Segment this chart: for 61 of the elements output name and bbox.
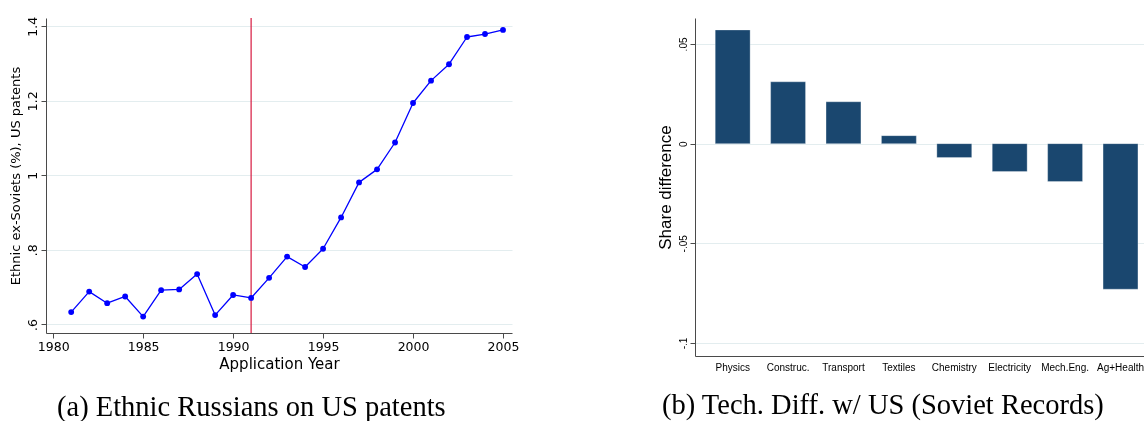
bar: [936, 143, 973, 158]
point: [212, 312, 219, 319]
x-tick-label: 1985: [127, 338, 160, 354]
text: (b) Tech. Diff. w/ US (Soviet Records): [662, 389, 1104, 421]
x-tick-label: Chemistry: [931, 361, 977, 373]
bar: [714, 29, 751, 144]
y-tick-label: -.05: [677, 234, 689, 253]
point: [464, 34, 470, 40]
point: [410, 100, 416, 106]
x-tick-label: Electricity: [988, 361, 1032, 373]
bar: [770, 81, 806, 144]
bar: [1102, 143, 1139, 290]
bar: [991, 143, 1028, 172]
x-tick-label: 2000: [397, 338, 430, 354]
x-tick-label: Construc.: [766, 361, 810, 373]
bar: [825, 101, 862, 144]
y-tick-label: 0: [677, 140, 689, 147]
bar: [881, 135, 917, 144]
y-tick-label: 1: [24, 171, 40, 180]
point: [140, 313, 147, 320]
point: [230, 292, 237, 298]
x-tick-label: 1990: [217, 338, 250, 354]
x-tick-label: Ag+Health: [1097, 361, 1144, 373]
point: [482, 31, 488, 37]
y-tick-label: 1.4: [24, 16, 40, 37]
point: [338, 214, 344, 221]
point: [176, 286, 183, 293]
point: [428, 77, 434, 84]
point: [266, 274, 273, 281]
x-tick-label: 1995: [307, 338, 340, 354]
x-tick-label: Mech.Eng.: [1041, 361, 1090, 373]
x-tick-label: Transport: [822, 361, 865, 373]
bar: [1047, 143, 1083, 182]
point: [302, 264, 308, 270]
point: [158, 287, 165, 294]
point: [500, 27, 506, 33]
point: [320, 245, 326, 252]
y-tick-label: 1.2: [24, 91, 40, 112]
text: (a) Ethnic Russians on US patents: [57, 390, 446, 423]
point: [86, 288, 93, 295]
point: [284, 253, 291, 260]
point: [392, 139, 398, 146]
point: [248, 295, 255, 301]
point: [68, 309, 75, 316]
y-axis-title: Share difference: [655, 125, 675, 250]
y-tick-label: -.1: [677, 337, 689, 350]
y-tick-label: .6: [24, 318, 40, 331]
y-axis-title: Ethnic ex-Soviets (%), US patents: [7, 66, 23, 286]
point: [194, 271, 201, 278]
x-tick-label: 2005: [487, 338, 520, 354]
x-axis-title: Application Year: [219, 355, 341, 373]
point: [374, 166, 380, 173]
x-tick-label: Physics: [715, 361, 750, 373]
point: [356, 179, 362, 186]
y-tick-label: .05: [677, 37, 689, 52]
point: [446, 61, 452, 68]
point: [104, 300, 111, 307]
point: [122, 293, 129, 300]
x-tick-label: 1980: [37, 338, 70, 354]
x-tick-label: Textiles: [882, 361, 916, 373]
y-tick-label: .8: [24, 244, 40, 257]
